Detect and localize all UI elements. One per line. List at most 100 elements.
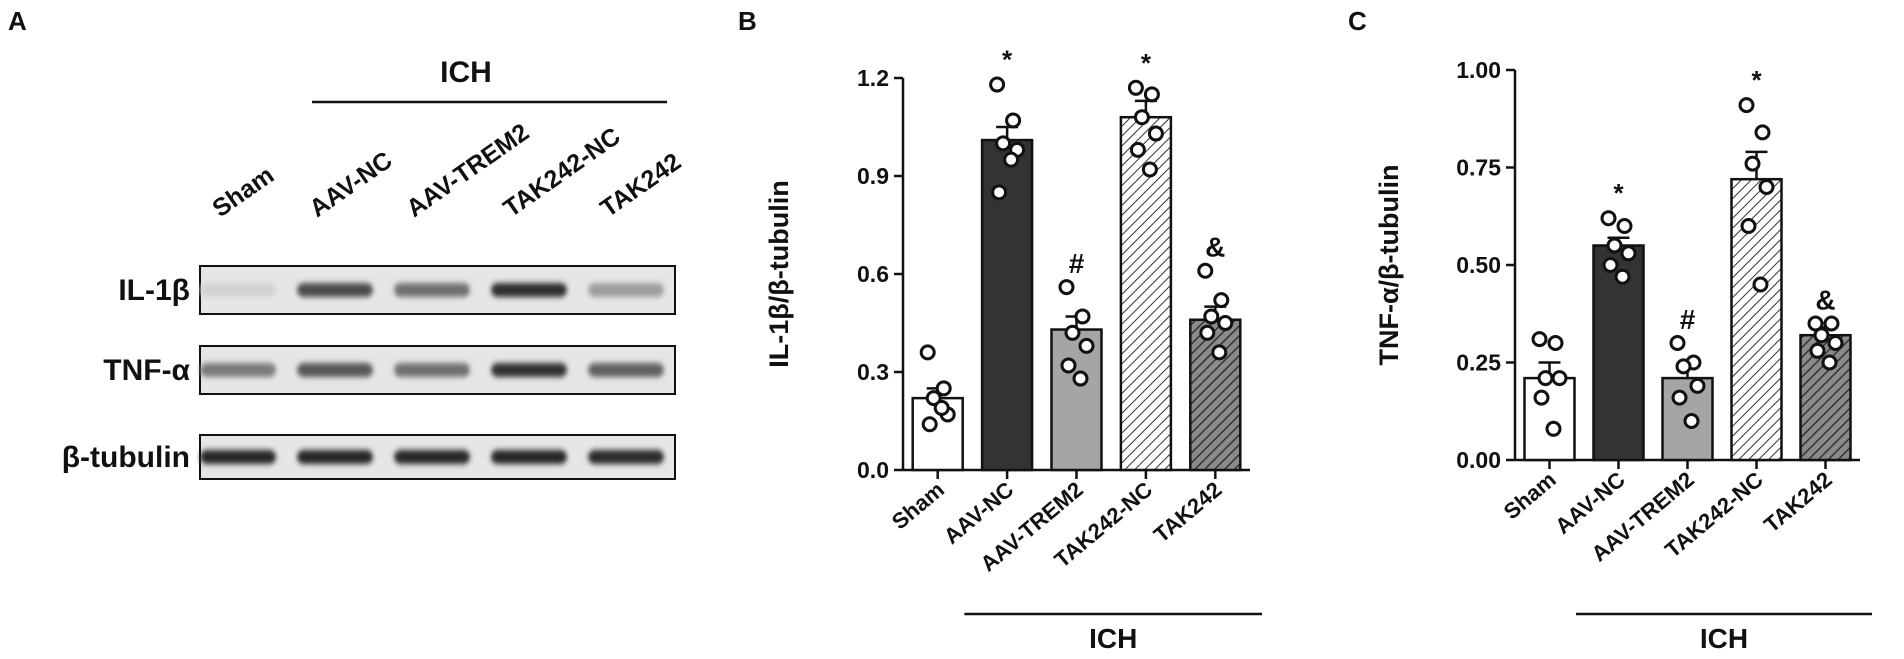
y-tick-label: 0.0 [857,457,889,483]
group-label: ICH [1700,623,1748,654]
panel-label-c: C [1348,6,1367,36]
blot-row: IL-1β [118,265,676,315]
blot-band [491,450,567,464]
data-point [1744,155,1761,172]
blot-lane-label: TAK242 [595,148,686,223]
data-point [921,416,938,433]
bar [1799,333,1852,462]
data-point [1143,86,1160,103]
data-point [1669,335,1686,351]
blot-row-label: TNF-α [103,354,190,387]
data-point [1203,308,1220,325]
x-tick-label: Sham [1499,467,1561,525]
data-point [1545,420,1562,437]
data-point [1602,257,1619,273]
data-point [1005,112,1022,129]
tnfa-chart: TNF-α/β-tubulin 0.00 0.25 0.50 0.75 1.00 Sham *… [1374,57,1872,654]
blot-band [297,363,373,377]
data-point [1129,141,1146,158]
y-tick-label: 0.3 [857,359,889,385]
blot-row: β-tubulin [62,434,676,480]
data-point [925,390,942,407]
data-point [1147,125,1164,142]
data-point [1614,268,1631,285]
y-tick-label: 0.9 [857,163,889,189]
data-point [1671,389,1688,406]
blot-band [491,283,567,297]
significance-marker: & [1205,232,1225,263]
data-point [1606,237,1623,254]
data-point [1600,210,1617,227]
data-point [1620,245,1637,262]
data-point [991,184,1008,201]
blot-band [394,450,470,464]
blot-row-label: IL-1β [118,274,190,307]
blot-band [588,450,664,464]
data-point [1072,370,1089,387]
blot-band [297,283,373,297]
bar [1050,328,1103,472]
data-point [1683,413,1700,429]
y-tick-label: 1.00 [1456,57,1501,83]
x-tick-label: TAK242 [1759,467,1837,538]
blot-band [588,283,664,297]
data-point [1547,335,1564,351]
data-point [1531,331,1548,348]
y-tick-label: 0.25 [1456,350,1501,376]
data-point [1074,308,1091,325]
x-tick-label: TAK242 [1149,477,1227,548]
data-point [1060,357,1077,374]
y-tick-label: 0.75 [1456,155,1501,181]
data-point [1809,342,1826,359]
il1b-chart: IL-1β/β-tubulin0.00.30.60.91.2Sham*AAV-N… [764,45,1262,654]
data-point [1740,218,1757,234]
y-tick-label: 1.2 [857,65,889,91]
data-point [1133,109,1150,126]
data-point [1551,370,1568,387]
data-point [1058,279,1075,296]
blot-band [297,450,373,464]
data-point [1823,315,1840,332]
data-point [1211,344,1228,361]
data-point [935,380,952,397]
data-point [1213,292,1230,309]
panel-label-a: A [8,6,27,36]
data-point [1533,389,1550,406]
group-label: ICH [1089,623,1137,654]
data-point [1127,79,1144,96]
significance-marker: # [1069,248,1085,279]
blot-lane-label: Sham [207,161,279,223]
blot-band [394,283,470,297]
data-point [1754,124,1771,141]
data-point [1141,161,1158,178]
data-point [933,399,950,416]
data-point [1199,324,1216,341]
blot-band [200,283,276,297]
data-point [1064,324,1081,341]
data-point [1758,179,1775,195]
data-point [1616,218,1633,234]
data-point [1078,337,1095,354]
data-point [1752,276,1769,293]
blot-band [200,363,276,377]
significance-marker: # [1680,304,1696,335]
bar [1189,318,1242,472]
data-point [1537,370,1554,387]
y-tick-label: 0.6 [857,261,889,287]
data-point [1813,327,1830,344]
data-point [1821,354,1838,371]
x-tick-label: Sham [887,477,949,535]
data-point [1197,262,1214,279]
y-tick-label: 0.00 [1456,447,1501,473]
data-point [1689,377,1706,394]
blot-row: TNF-α [103,345,676,395]
bar [1730,177,1783,462]
blot-band [588,363,664,377]
significance-marker: * [1002,45,1013,75]
data-point [995,135,1012,152]
data-point [1003,151,1020,168]
data-point [1217,315,1234,331]
